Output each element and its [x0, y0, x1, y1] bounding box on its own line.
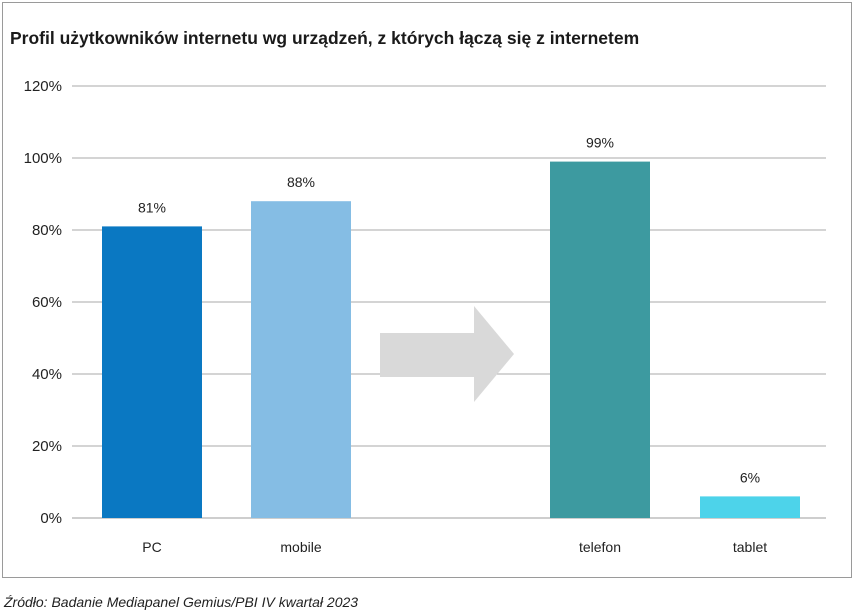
y-tick-label: 60%: [32, 294, 62, 311]
data-label: 99%: [586, 135, 614, 151]
bar-mobile: [251, 201, 351, 518]
x-tick-label: mobile: [280, 539, 321, 555]
data-label: 6%: [740, 469, 760, 485]
bar-telefon: [550, 161, 650, 518]
bar-tablet: [700, 496, 800, 518]
y-tick-label: 120%: [24, 78, 62, 95]
data-labels: 81% 88% 99% 6%: [138, 135, 760, 486]
bars: [102, 161, 800, 518]
chart-title: Profil użytkowników internetu wg urządze…: [10, 28, 640, 48]
y-tick-label: 80%: [32, 222, 62, 239]
y-tick-label: 0%: [40, 510, 62, 527]
y-tick-label: 20%: [32, 438, 62, 455]
x-tick-label: telefon: [579, 539, 621, 555]
data-label: 81%: [138, 199, 166, 215]
arrow-icon: [380, 306, 514, 402]
y-tick-label: 100%: [24, 150, 62, 167]
bar-PC: [102, 226, 202, 518]
source-note: Źródło: Badanie Mediapanel Gemius/PBI IV…: [4, 594, 359, 610]
x-tick-label: PC: [142, 539, 161, 555]
y-axis-ticks: 0% 20% 40% 60% 80% 100% 120%: [24, 78, 62, 527]
y-tick-label: 40%: [32, 366, 62, 383]
x-tick-label: tablet: [733, 539, 767, 555]
data-label: 88%: [287, 174, 315, 190]
x-axis-labels: PC mobile telefon tablet: [142, 539, 767, 555]
